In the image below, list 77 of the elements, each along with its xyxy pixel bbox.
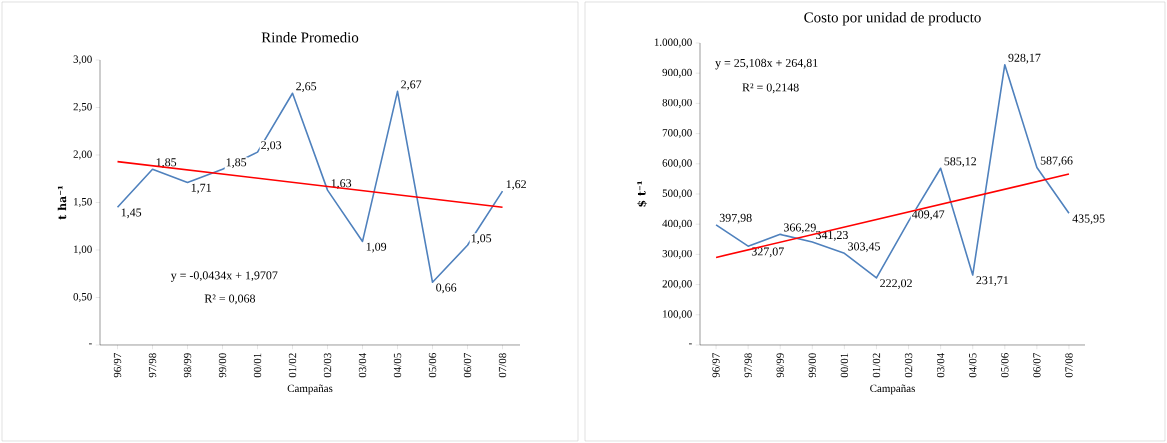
x-tick-label: 04/05 — [969, 353, 977, 378]
x-tick-label: 03/04 — [936, 352, 945, 378]
data-label: 1,71 — [191, 183, 211, 194]
y-tick-label: 500,00 — [662, 189, 692, 199]
y-tick-label: 1,50 — [74, 198, 92, 207]
data-label: 1,85 — [156, 158, 177, 169]
data-label: 1,85 — [226, 158, 247, 169]
data-label: 2,67 — [401, 80, 422, 91]
data-label: 222,02 — [880, 279, 912, 289]
annotation: R² = 0,068 — [204, 294, 256, 305]
data-label: 1,45 — [121, 208, 142, 219]
y-tick-label: 0,50 — [73, 293, 92, 302]
x-tick-label: 07/08 — [498, 353, 507, 378]
y-tick-label: 600,00 — [662, 159, 692, 169]
x-tick-label: 97/98 — [148, 353, 157, 378]
data-label: 1,63 — [331, 179, 352, 189]
data-label: 585,12 — [944, 157, 977, 168]
data-label: 2,03 — [261, 141, 282, 151]
x-tick-label: 07/08 — [1065, 353, 1073, 378]
x-tick-label: 98/99 — [183, 353, 192, 378]
y-tick-label: - — [89, 343, 92, 345]
data-label: 0,66 — [436, 283, 457, 294]
x-tick-label: 04/05 — [393, 353, 402, 378]
x-tick-label: 96/97 — [712, 353, 720, 378]
data-label: 928,17 — [1008, 53, 1041, 64]
y-tick-label: 800,00 — [662, 98, 692, 108]
data-label: 231,71 — [976, 276, 1009, 286]
x-tick-label: 06/07 — [463, 353, 472, 378]
y-tick-label: - — [689, 343, 692, 345]
y-tick-label: 2,00 — [73, 150, 92, 160]
data-label: 1,05 — [471, 234, 492, 245]
annotation: R² = 0,2148 — [742, 83, 799, 94]
y-tick-label: 3,00 — [73, 55, 92, 65]
y-tick-label: 900,00 — [662, 68, 692, 78]
y-axis-title: t ha⁻¹ — [57, 185, 67, 220]
x-tick-label: 99/00 — [808, 353, 816, 378]
data-label: 341,23 — [816, 230, 848, 241]
y-axis-title: $ t⁻¹ — [637, 181, 648, 207]
line-series — [116, 90, 504, 284]
y-tick-label: 1.000,00 — [654, 38, 692, 48]
x-tick-label: 05/06 — [1001, 353, 1009, 378]
y-tick-label: 700,00 — [662, 129, 692, 139]
chart-title: Rinde Promedio — [261, 31, 359, 43]
data-label: 303,45 — [848, 242, 880, 253]
x-tick-label: 06/07 — [1033, 353, 1041, 378]
y-tick-label: 2,50 — [73, 103, 92, 112]
y-tick-label: 1,00 — [74, 245, 92, 255]
x-tick-label: 00/01 — [253, 353, 262, 378]
y-tick-label: 200,00 — [662, 280, 692, 290]
x-axis-title: Campañas — [870, 384, 915, 395]
data-label: 2,65 — [296, 82, 317, 93]
x-tick-label: 05/06 — [428, 353, 437, 378]
data-label: 366,29 — [784, 223, 816, 234]
x-tick-label: 02/03 — [323, 353, 332, 378]
x-tick-label: 01/02 — [288, 353, 297, 378]
annotation: y = -0,0434x + 1,9707 — [170, 271, 278, 282]
chart-title: Costo por unidad de producto — [804, 11, 981, 26]
x-axis-title: Campañas — [287, 384, 333, 395]
data-label: 1,62 — [506, 180, 526, 190]
y-tick-label: 300,00 — [662, 249, 692, 259]
data-label: 327,07 — [751, 247, 784, 258]
data-label: 587,66 — [1040, 156, 1073, 167]
data-label: 1,09 — [366, 242, 387, 253]
data-label: 435,95 — [1072, 214, 1105, 225]
data-label: 397,98 — [719, 213, 752, 224]
x-tick-label: 99/00 — [218, 353, 227, 378]
x-tick-label: 98/99 — [776, 353, 784, 378]
y-tick-label: 100,00 — [663, 310, 692, 320]
annotation: y = 25,108x + 264,81 — [715, 58, 818, 70]
x-tick-label: 97/98 — [744, 353, 752, 378]
x-tick-label: 02/03 — [904, 353, 913, 378]
x-tick-label: 03/04 — [358, 352, 367, 378]
y-tick-label: 400,00 — [662, 219, 692, 229]
data-label: 409,47 — [911, 210, 945, 221]
x-tick-label: 01/02 — [872, 353, 881, 378]
x-tick-label: 00/01 — [840, 353, 849, 378]
x-tick-label: 96/97 — [113, 353, 122, 378]
